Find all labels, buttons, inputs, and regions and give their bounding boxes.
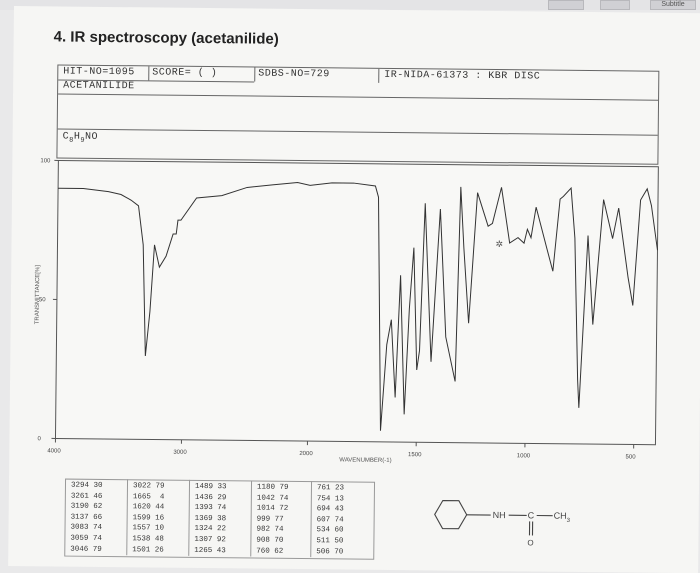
x-tick-label: 3000 [173,450,187,456]
plot-frame [55,160,658,444]
nh-label: NH [493,510,506,520]
methyl-label: CH3 [554,511,571,524]
x-axis-label: WAVENUMBER(-1) [339,457,391,464]
x-tick-label: 1500 [408,452,422,458]
y-axis-label: TRANSMITTANCE[%] [35,265,42,324]
oxygen-label: O [527,538,533,547]
document-page: 4. IR spectroscopy (acetanilide) HIT-NO=… [8,6,700,573]
y-tick-label: 100 [40,158,51,164]
x-tick-label: 2000 [299,451,313,457]
x-tick-label: 500 [626,454,637,460]
acetanilide-structure: NH C CH3 O [412,482,663,565]
toolbar-button[interactable] [548,0,584,10]
smudge-mark: ✲ [495,239,503,249]
toolbar-button[interactable] [600,0,630,10]
x-tick-label: 4000 [47,448,61,454]
y-tick-label: 0 [37,436,41,442]
subtitle-button[interactable]: Subtitle [650,0,696,10]
x-tick-label: 1000 [517,453,531,459]
carbon-label: C [528,510,535,520]
